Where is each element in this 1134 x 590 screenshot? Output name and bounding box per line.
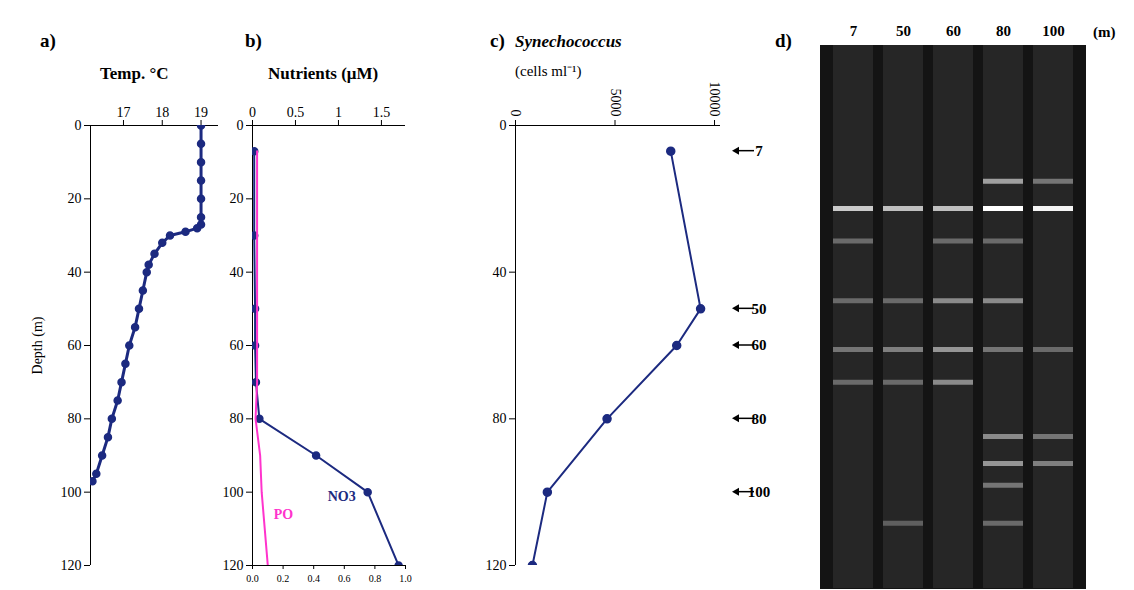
svg-text:0: 0 <box>249 105 256 120</box>
svg-text:18: 18 <box>155 105 169 120</box>
svg-text:60: 60 <box>752 337 767 353</box>
svg-text:0.2: 0.2 <box>277 573 290 584</box>
svg-text:0.6: 0.6 <box>338 573 351 584</box>
svg-text:100: 100 <box>61 485 82 500</box>
svg-text:7: 7 <box>755 143 763 159</box>
svg-text:1: 1 <box>335 105 342 120</box>
svg-text:5000: 5000 <box>608 89 623 117</box>
svg-text:100: 100 <box>1042 23 1065 39</box>
svg-text:0.5: 0.5 <box>287 105 305 120</box>
svg-text:80: 80 <box>493 411 507 426</box>
svg-text:80: 80 <box>68 411 82 426</box>
svg-text:20: 20 <box>230 191 244 206</box>
html-text:Synechococcus: Synechococcus <box>515 32 622 51</box>
svg-text:0.4: 0.4 <box>307 573 320 584</box>
svg-text:0.0: 0.0 <box>246 573 259 584</box>
svg-text:NO3: NO3 <box>328 489 356 504</box>
svg-text:0: 0 <box>500 118 507 133</box>
svg-text:PO: PO <box>274 507 294 522</box>
svg-text:0: 0 <box>237 118 244 133</box>
svg-text:60: 60 <box>946 23 961 39</box>
html-text:d): d) <box>775 30 792 51</box>
svg-text:40: 40 <box>493 265 507 280</box>
svg-text:0.8: 0.8 <box>369 573 382 584</box>
svg-text:40: 40 <box>230 265 244 280</box>
svg-text:120: 120 <box>223 558 244 573</box>
svg-text:1.5: 1.5 <box>373 105 391 120</box>
html-text:Temp. °C: Temp. °C <box>100 64 169 83</box>
svg-text:80: 80 <box>230 411 244 426</box>
svg-text:50: 50 <box>896 23 911 39</box>
html-text:a): a) <box>40 30 56 51</box>
svg-text:19: 19 <box>194 105 208 120</box>
svg-text:7: 7 <box>850 23 858 39</box>
svg-text:100: 100 <box>748 484 771 500</box>
svg-text:80: 80 <box>996 23 1011 39</box>
svg-text:Depth (m): Depth (m) <box>30 316 46 374</box>
svg-text:100: 100 <box>223 485 244 500</box>
svg-text:80: 80 <box>752 411 767 427</box>
svg-text:50: 50 <box>752 301 767 317</box>
html-text:(m): (m) <box>1093 24 1116 40</box>
svg-text:60: 60 <box>68 338 82 353</box>
svg-text:0: 0 <box>75 118 82 133</box>
svg-text:120: 120 <box>486 558 507 573</box>
svg-text:40: 40 <box>68 265 82 280</box>
svg-text:0: 0 <box>508 110 523 117</box>
html-text:b): b) <box>245 30 262 51</box>
svg-text:1.0: 1.0 <box>399 573 412 584</box>
svg-text:20: 20 <box>68 191 82 206</box>
svg-text:120: 120 <box>61 558 82 573</box>
html-text:c): c) <box>490 30 505 51</box>
svg-text:10000: 10000 <box>707 82 722 117</box>
svg-text:17: 17 <box>116 105 130 120</box>
svg-text:60: 60 <box>230 338 244 353</box>
html-text:(cells ml⁻¹): (cells ml⁻¹) <box>515 63 582 79</box>
html-text:Nutrients (μM): Nutrients (μM) <box>268 64 379 83</box>
